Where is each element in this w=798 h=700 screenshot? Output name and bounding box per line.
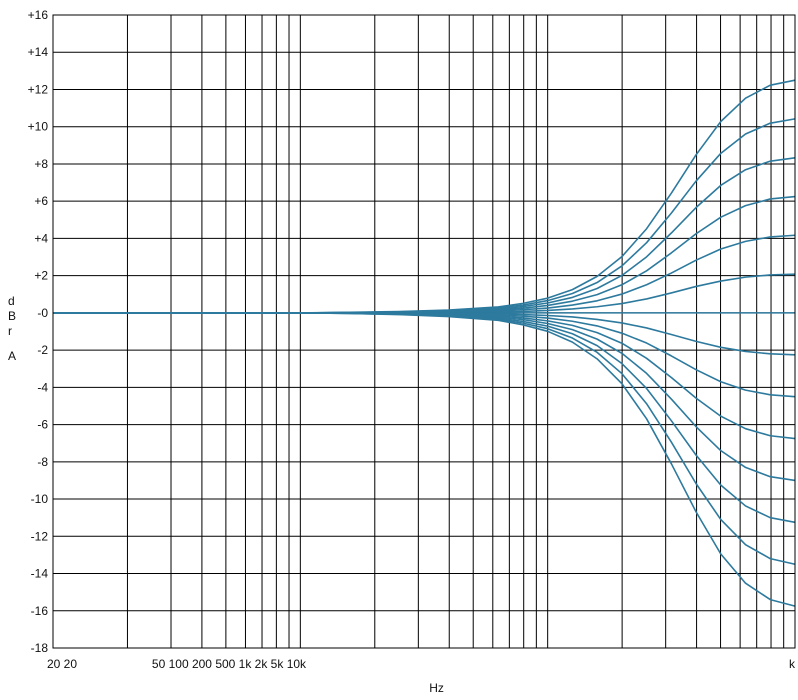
y-tick-label: +6	[34, 194, 48, 208]
series-line	[53, 118, 796, 314]
y-axis-label-letter: B	[8, 309, 17, 323]
series-line	[53, 273, 796, 314]
y-tick-label: -10	[31, 492, 49, 506]
x-tick-label: k	[789, 657, 796, 671]
series-line	[53, 195, 796, 314]
series-line	[53, 234, 796, 314]
y-tick-label: -14	[31, 567, 49, 581]
y-tick-label: +12	[28, 82, 49, 96]
y-axis-label-letter: A	[8, 349, 17, 363]
series-line	[53, 312, 796, 607]
x-tick-labels: 20 20 50 100 200 500 1k 2k 5k 10k k	[47, 657, 796, 671]
series-line	[53, 312, 796, 398]
y-tick-labels: +16 +14 +12 +10 +8 +6 +4 +2 -0 -2 -4 -6 -8 -10 -12 -14 -…	[28, 8, 49, 655]
y-axis-label-letter: r	[8, 324, 12, 338]
series-line	[53, 312, 796, 356]
x-axis-label: Hz	[429, 681, 444, 695]
y-tick-label: -2	[37, 343, 48, 357]
x-tick-label: 20 20	[47, 657, 77, 671]
series-line	[53, 312, 796, 524]
plot-frame	[52, 14, 796, 649]
series-line	[53, 312, 796, 440]
y-tick-label: -4	[37, 380, 48, 394]
y-tick-label: +16	[28, 8, 49, 22]
y-tick-label: +4	[34, 231, 48, 245]
y-tick-label: +10	[28, 120, 49, 134]
grid	[53, 14, 795, 649]
y-tick-label: +2	[34, 269, 48, 283]
x-tick-label: 50 100 200 500 1k 2k 5k 10k	[152, 657, 307, 671]
y-tick-label: -12	[31, 529, 49, 543]
y-tick-label: -18	[31, 641, 49, 655]
series-group	[53, 79, 796, 607]
y-tick-label: -6	[37, 418, 48, 432]
y-tick-label: +8	[34, 157, 48, 171]
y-tick-label: -0	[37, 306, 48, 320]
y-tick-label: +14	[28, 45, 49, 59]
y-axis-label-letter: d	[8, 294, 15, 308]
y-tick-label: -16	[31, 604, 49, 618]
y-tick-label: -8	[37, 455, 48, 469]
